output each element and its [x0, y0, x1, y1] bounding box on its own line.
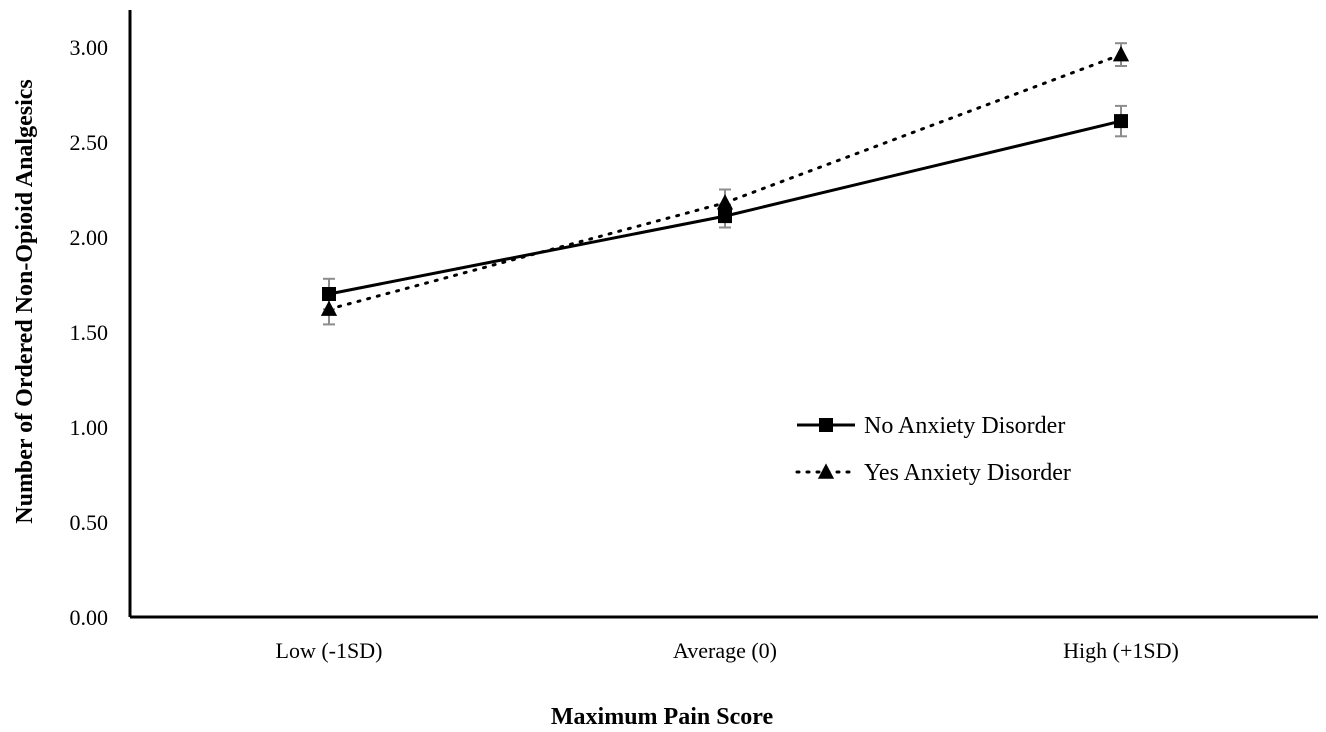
legend-item: No Anxiety Disorder	[797, 413, 1065, 439]
x-tick-labels: Low (-1SD) Average (0) High (+1SD)	[276, 638, 1179, 663]
y-tick-label: 1.00	[70, 415, 109, 440]
series-no-anxiety	[322, 114, 1128, 301]
legend-label: Yes Anxiety Disorder	[864, 460, 1071, 486]
legend-marker	[817, 463, 835, 479]
x-tick-label: High (+1SD)	[1063, 638, 1179, 663]
y-tick-labels: 0.00 0.50 1.00 1.50 2.00 2.50 3.00	[70, 35, 109, 630]
series-layer	[320, 42, 1130, 326]
data-point-triangle	[716, 194, 734, 210]
legend: No Anxiety Disorder Yes Anxiety Disorder	[795, 413, 1071, 486]
data-point-triangle	[320, 300, 338, 316]
data-point-square	[322, 287, 336, 301]
legend-item: Yes Anxiety Disorder	[795, 460, 1071, 486]
y-tick-label: 1.50	[70, 320, 109, 345]
data-point-square	[718, 209, 732, 224]
x-axis-title: Maximum Pain Score	[551, 704, 774, 730]
y-tick-label: 2.00	[70, 225, 109, 250]
y-tick-label: 0.50	[70, 510, 109, 535]
x-tick-label: Low (-1SD)	[276, 638, 383, 663]
y-tick-label: 2.50	[70, 130, 109, 155]
axes	[128, 10, 1318, 619]
y-axis-title: Number of Ordered Non-Opioid Analgesics	[12, 79, 38, 523]
y-tick-label: 3.00	[70, 35, 109, 60]
y-tick-label: 0.00	[70, 605, 109, 630]
x-tick-label: Average (0)	[673, 638, 777, 663]
data-point-square	[1114, 114, 1128, 129]
legend-marker	[819, 418, 833, 432]
legend-label: No Anxiety Disorder	[864, 413, 1065, 439]
series-yes-anxiety	[320, 45, 1130, 316]
data-point-triangle	[1112, 45, 1130, 62]
